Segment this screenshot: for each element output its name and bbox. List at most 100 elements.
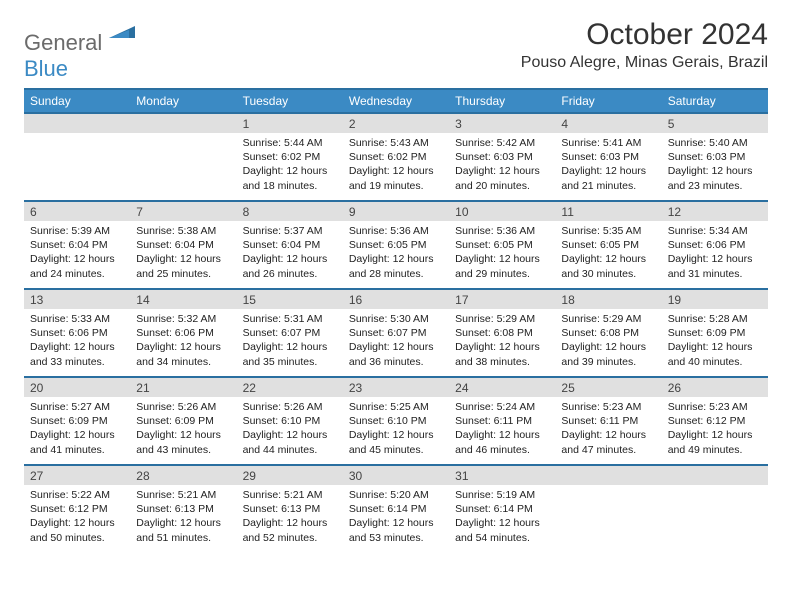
sunrise-line: Sunrise: 5:36 AM (349, 224, 443, 238)
sunset-line: Sunset: 6:09 PM (136, 414, 230, 428)
sunset-line: Sunset: 6:03 PM (561, 150, 655, 164)
day-body: Sunrise: 5:28 AMSunset: 6:09 PMDaylight:… (662, 309, 768, 373)
day-cell: 26Sunrise: 5:23 AMSunset: 6:12 PMDayligh… (662, 378, 768, 464)
day-number: 11 (555, 202, 661, 221)
sunrise-line: Sunrise: 5:21 AM (136, 488, 230, 502)
day-number: 10 (449, 202, 555, 221)
calendar: SundayMondayTuesdayWednesdayThursdayFrid… (24, 88, 768, 552)
day-header-cell: Monday (130, 90, 236, 112)
day-number: 21 (130, 378, 236, 397)
daylight-line: Daylight: 12 hours and 31 minutes. (668, 252, 762, 280)
day-number: 19 (662, 290, 768, 309)
week-row: 13Sunrise: 5:33 AMSunset: 6:06 PMDayligh… (24, 288, 768, 376)
daylight-line: Daylight: 12 hours and 52 minutes. (243, 516, 337, 544)
sunrise-line: Sunrise: 5:22 AM (30, 488, 124, 502)
daylight-line: Daylight: 12 hours and 51 minutes. (136, 516, 230, 544)
day-body: Sunrise: 5:19 AMSunset: 6:14 PMDaylight:… (449, 485, 555, 549)
sunset-line: Sunset: 6:11 PM (455, 414, 549, 428)
day-number: 24 (449, 378, 555, 397)
day-header-cell: Sunday (24, 90, 130, 112)
day-cell: 7Sunrise: 5:38 AMSunset: 6:04 PMDaylight… (130, 202, 236, 288)
sunrise-line: Sunrise: 5:19 AM (455, 488, 549, 502)
daylight-line: Daylight: 12 hours and 33 minutes. (30, 340, 124, 368)
day-number: 13 (24, 290, 130, 309)
daylight-line: Daylight: 12 hours and 35 minutes. (243, 340, 337, 368)
day-number (662, 466, 768, 485)
day-cell: 16Sunrise: 5:30 AMSunset: 6:07 PMDayligh… (343, 290, 449, 376)
empty-cell (662, 466, 768, 552)
day-body: Sunrise: 5:32 AMSunset: 6:06 PMDaylight:… (130, 309, 236, 373)
day-number: 7 (130, 202, 236, 221)
sunrise-line: Sunrise: 5:28 AM (668, 312, 762, 326)
sunset-line: Sunset: 6:13 PM (243, 502, 337, 516)
sunset-line: Sunset: 6:05 PM (349, 238, 443, 252)
sunrise-line: Sunrise: 5:33 AM (30, 312, 124, 326)
day-cell: 10Sunrise: 5:36 AMSunset: 6:05 PMDayligh… (449, 202, 555, 288)
daylight-line: Daylight: 12 hours and 19 minutes. (349, 164, 443, 192)
daylight-line: Daylight: 12 hours and 36 minutes. (349, 340, 443, 368)
day-header-cell: Friday (555, 90, 661, 112)
calendar-page: General Blue October 2024 Pouso Alegre, … (0, 0, 792, 570)
sunset-line: Sunset: 6:06 PM (136, 326, 230, 340)
week-row: 27Sunrise: 5:22 AMSunset: 6:12 PMDayligh… (24, 464, 768, 552)
day-body: Sunrise: 5:26 AMSunset: 6:09 PMDaylight:… (130, 397, 236, 461)
day-cell: 4Sunrise: 5:41 AMSunset: 6:03 PMDaylight… (555, 114, 661, 200)
day-number: 3 (449, 114, 555, 133)
sunset-line: Sunset: 6:08 PM (455, 326, 549, 340)
logo-triangle-icon (109, 24, 135, 38)
day-number (555, 466, 661, 485)
sunset-line: Sunset: 6:06 PM (30, 326, 124, 340)
day-number: 8 (237, 202, 343, 221)
day-body: Sunrise: 5:24 AMSunset: 6:11 PMDaylight:… (449, 397, 555, 461)
day-body: Sunrise: 5:39 AMSunset: 6:04 PMDaylight:… (24, 221, 130, 285)
day-cell: 6Sunrise: 5:39 AMSunset: 6:04 PMDaylight… (24, 202, 130, 288)
sunset-line: Sunset: 6:09 PM (668, 326, 762, 340)
day-cell: 19Sunrise: 5:28 AMSunset: 6:09 PMDayligh… (662, 290, 768, 376)
sunrise-line: Sunrise: 5:37 AM (243, 224, 337, 238)
daylight-line: Daylight: 12 hours and 50 minutes. (30, 516, 124, 544)
day-number: 31 (449, 466, 555, 485)
daylight-line: Daylight: 12 hours and 20 minutes. (455, 164, 549, 192)
daylight-line: Daylight: 12 hours and 53 minutes. (349, 516, 443, 544)
sunset-line: Sunset: 6:10 PM (243, 414, 337, 428)
sunset-line: Sunset: 6:10 PM (349, 414, 443, 428)
week-row: 6Sunrise: 5:39 AMSunset: 6:04 PMDaylight… (24, 200, 768, 288)
day-cell: 13 Sunrise: 5:33 AMSunset: 6:06 PMDayligh… (24, 290, 130, 376)
sunrise-line: Sunrise: 5:26 AM (136, 400, 230, 414)
sunset-line: Sunset: 6:02 PM (243, 150, 337, 164)
day-cell: 12Sunrise: 5:34 AMSunset: 6:06 PMDayligh… (662, 202, 768, 288)
day-body: Sunrise: 5:29 AMSunset: 6:08 PMDaylight:… (449, 309, 555, 373)
day-cell: 29Sunrise: 5:21 AMSunset: 6:13 PMDayligh… (237, 466, 343, 552)
logo-part1: General (24, 30, 102, 55)
sunset-line: Sunset: 6:03 PM (668, 150, 762, 164)
day-number: 27 (24, 466, 130, 485)
empty-cell (130, 114, 236, 200)
day-number: 18 (555, 290, 661, 309)
day-number: 16 (343, 290, 449, 309)
day-cell: 1Sunrise: 5:44 AMSunset: 6:02 PMDaylight… (237, 114, 343, 200)
day-number: 2 (343, 114, 449, 133)
day-number: 9 (343, 202, 449, 221)
sunrise-line: Sunrise: 5:44 AM (243, 136, 337, 150)
day-number: 23 (343, 378, 449, 397)
sunset-line: Sunset: 6:04 PM (30, 238, 124, 252)
sunset-line: Sunset: 6:06 PM (668, 238, 762, 252)
day-body: Sunrise: 5:27 AMSunset: 6:09 PMDaylight:… (24, 397, 130, 461)
sunrise-line: Sunrise: 5:20 AM (349, 488, 443, 502)
week-row: 20Sunrise: 5:27 AMSunset: 6:09 PMDayligh… (24, 376, 768, 464)
day-cell: 25Sunrise: 5:23 AMSunset: 6:11 PMDayligh… (555, 378, 661, 464)
day-body: Sunrise: 5:38 AMSunset: 6:04 PMDaylight:… (130, 221, 236, 285)
day-body: Sunrise: 5:25 AMSunset: 6:10 PMDaylight:… (343, 397, 449, 461)
sunset-line: Sunset: 6:07 PM (349, 326, 443, 340)
day-header-cell: Saturday (662, 90, 768, 112)
day-number: 4 (555, 114, 661, 133)
day-cell: 31Sunrise: 5:19 AMSunset: 6:14 PMDayligh… (449, 466, 555, 552)
day-body: Sunrise: 5:43 AMSunset: 6:02 PMDaylight:… (343, 133, 449, 197)
day-cell: 3Sunrise: 5:42 AMSunset: 6:03 PMDaylight… (449, 114, 555, 200)
day-number: 12 (662, 202, 768, 221)
empty-cell (24, 114, 130, 200)
day-body: Sunrise: 5:23 AMSunset: 6:11 PMDaylight:… (555, 397, 661, 461)
daylight-line: Daylight: 12 hours and 46 minutes. (455, 428, 549, 456)
daylight-line: Daylight: 12 hours and 30 minutes. (561, 252, 655, 280)
day-cell: 21Sunrise: 5:26 AMSunset: 6:09 PMDayligh… (130, 378, 236, 464)
